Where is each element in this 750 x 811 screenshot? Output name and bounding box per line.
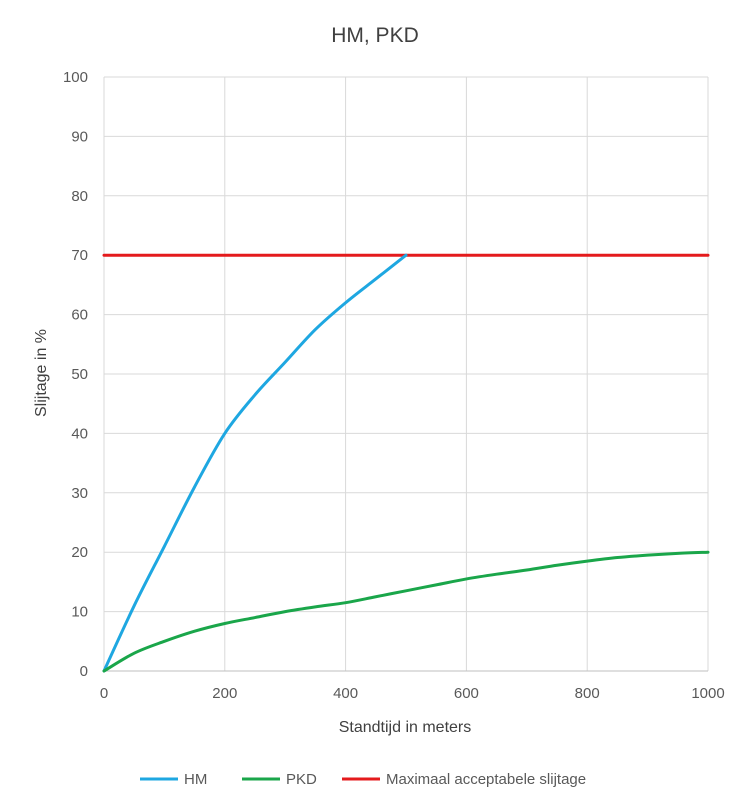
y-tick-label: 90 xyxy=(71,128,88,145)
x-axis-label: Standtijd in meters xyxy=(339,719,472,736)
x-axis-ticks: 0 200 400 600 800 1000 xyxy=(100,685,725,702)
y-tick-label: 30 xyxy=(71,485,88,502)
y-tick-label: 100 xyxy=(63,69,88,86)
y-tick-label: 40 xyxy=(71,425,88,442)
y-axis-ticks: 0 10 20 30 40 50 60 70 80 90 100 xyxy=(63,69,88,680)
y-tick-label: 70 xyxy=(71,247,88,264)
legend-label: Maximaal acceptabele slijtage xyxy=(386,771,586,788)
x-tick-label: 1000 xyxy=(691,685,724,702)
x-tick-label: 400 xyxy=(333,685,358,702)
y-tick-label: 80 xyxy=(71,188,88,205)
y-tick-label: 20 xyxy=(71,544,88,561)
y-tick-label: 50 xyxy=(71,366,88,383)
x-tick-label: 800 xyxy=(575,685,600,702)
x-tick-label: 600 xyxy=(454,685,479,702)
y-tick-label: 60 xyxy=(71,307,88,324)
x-tick-label: 200 xyxy=(212,685,237,702)
series-lines xyxy=(102,253,710,673)
y-axis-label: Slijtage in % xyxy=(33,329,50,417)
y-tick-label: 10 xyxy=(71,604,88,621)
chart-title: HM, PKD xyxy=(331,24,419,47)
series-line-hm xyxy=(102,253,408,673)
legend-label: HM xyxy=(184,771,207,788)
x-tick-label: 0 xyxy=(100,685,108,702)
series-line-pkd xyxy=(102,550,710,673)
grid xyxy=(103,76,709,672)
y-tick-label: 0 xyxy=(80,663,88,680)
legend: HM PKD Maximaal acceptabele slijtage xyxy=(140,771,586,788)
legend-label: PKD xyxy=(286,771,317,788)
